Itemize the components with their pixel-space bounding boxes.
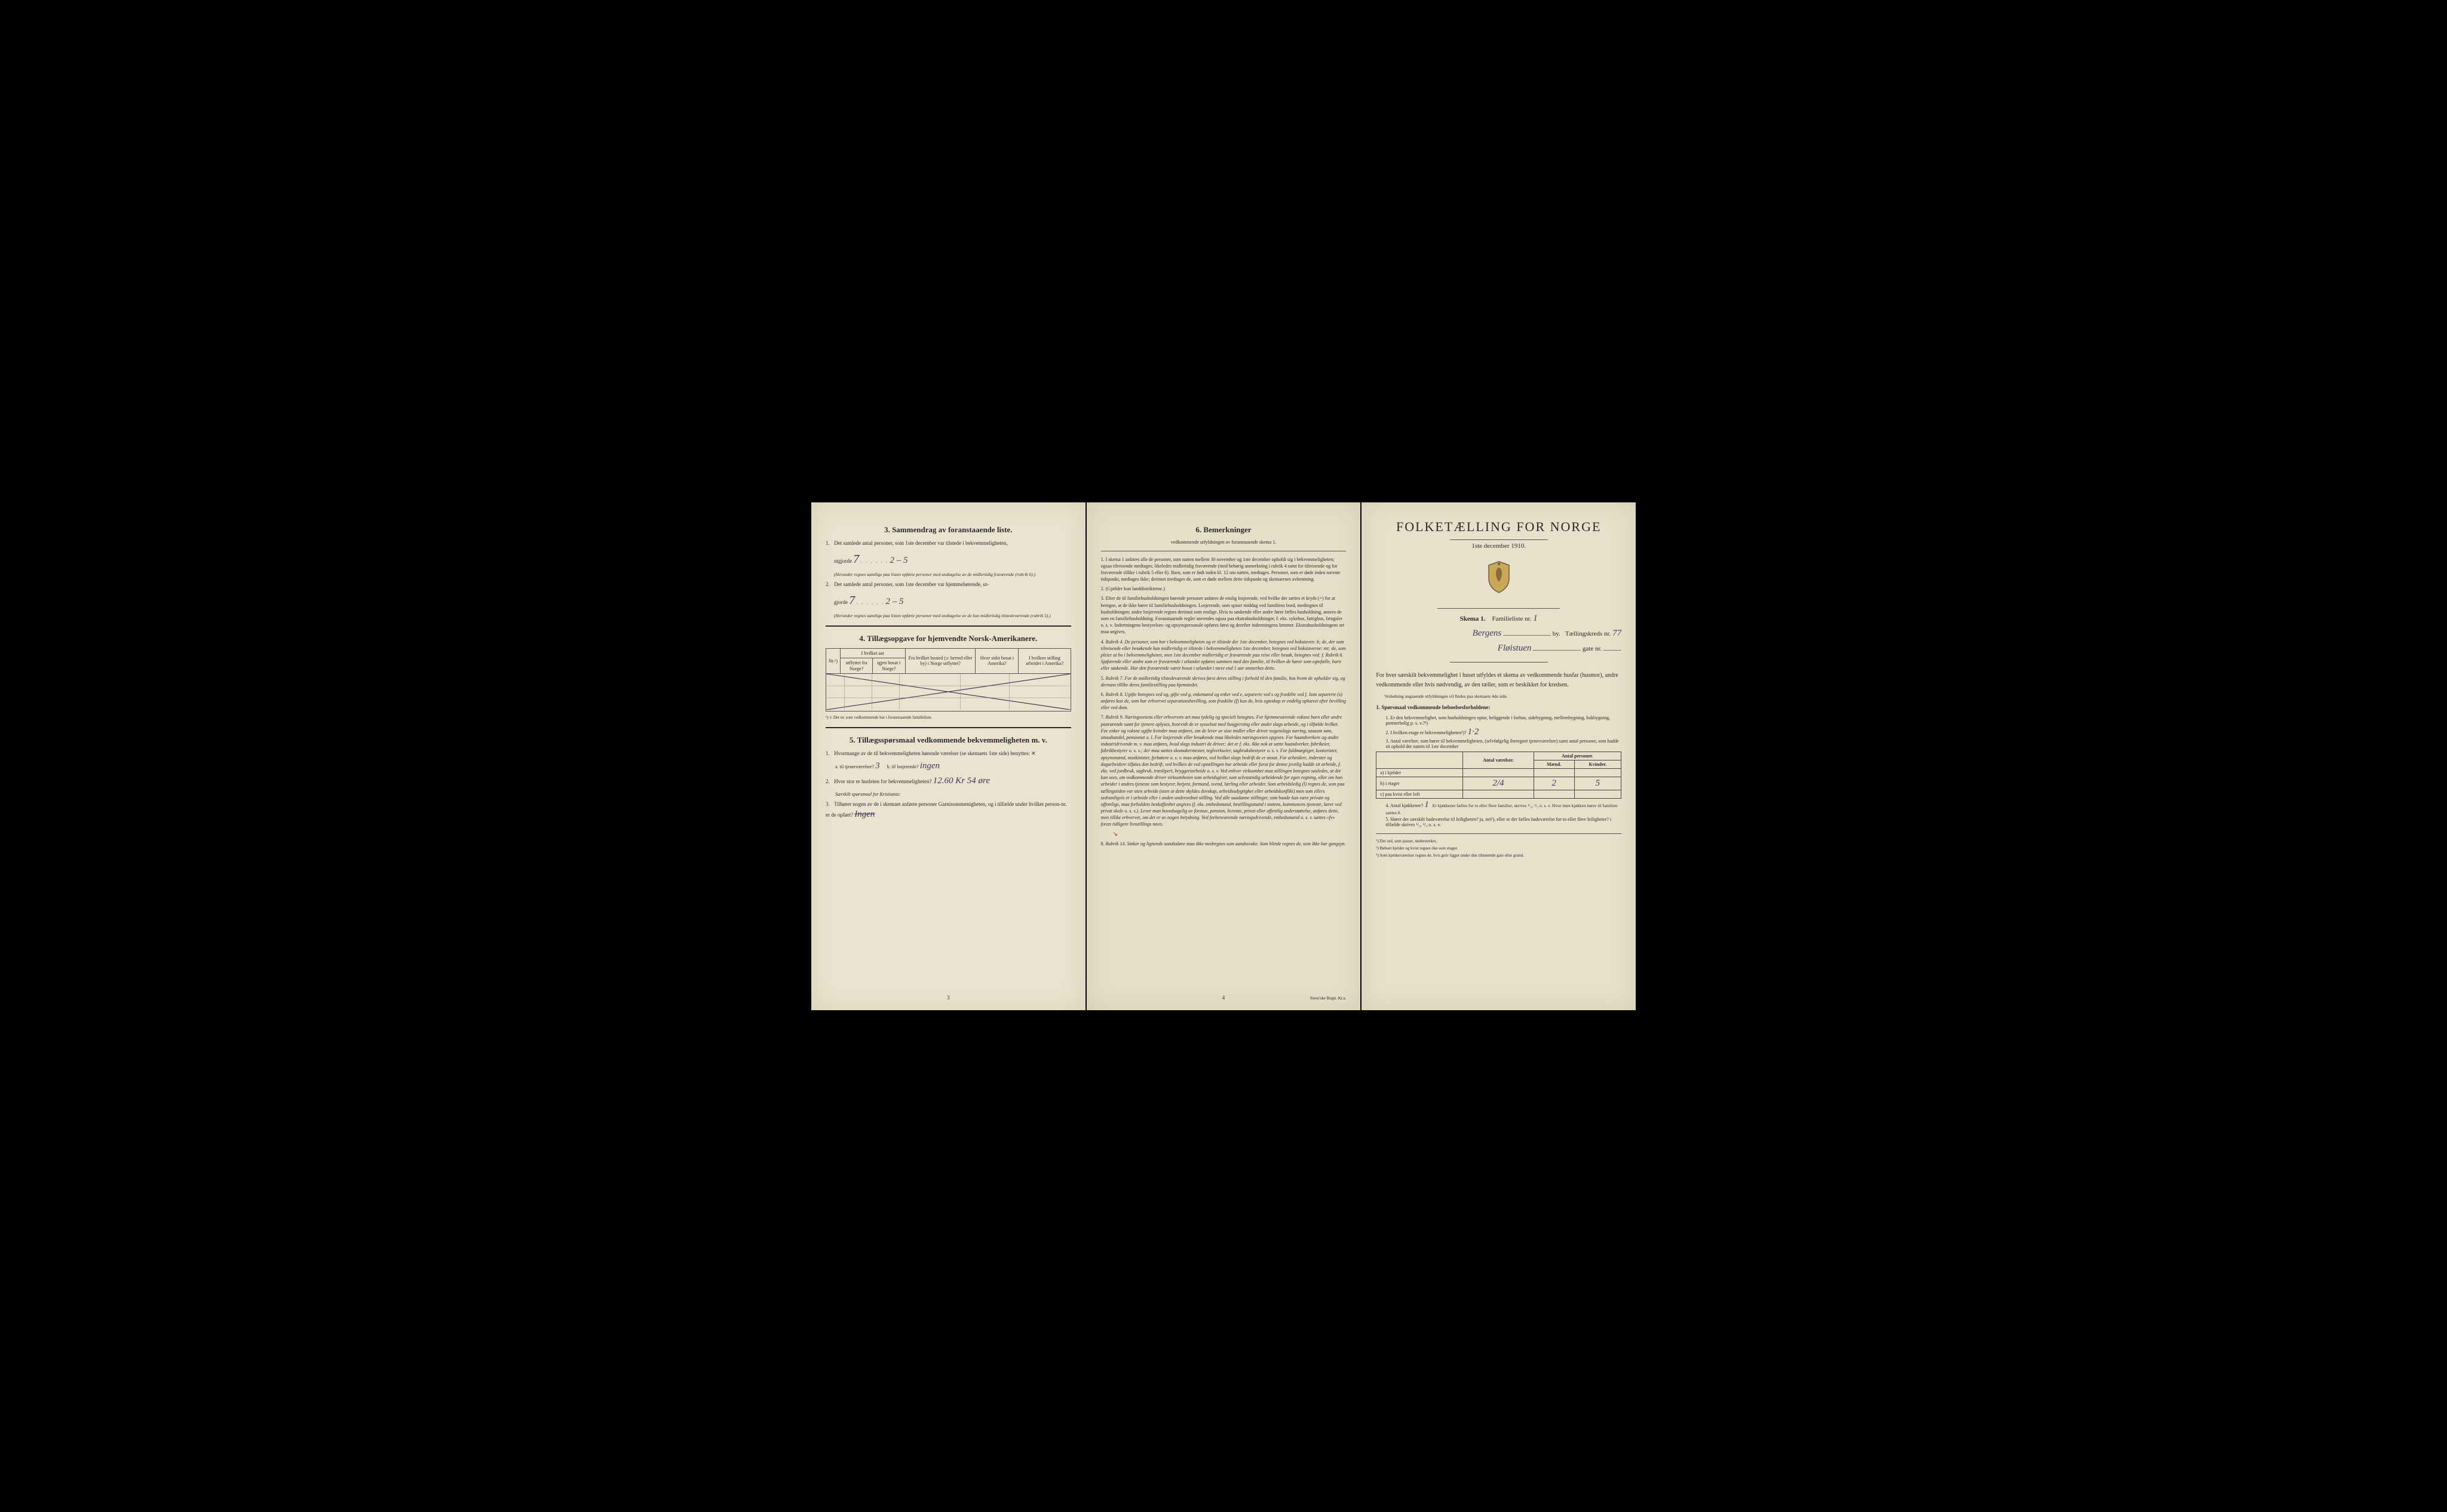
table-norsk-amerikanere: Nr.¹) I hvilket aar Fra hvilket bosted (… <box>826 648 1071 712</box>
page-number: 3 <box>947 995 950 1001</box>
item-3-2: 2. Det samlede antal personer, som 1ste … <box>826 581 1071 588</box>
census-document: 3. Sammendrag av foranstaaende liste. 1.… <box>811 502 1636 1010</box>
printer-credit: Steen'ske Bogtr. Kr.a. <box>1310 996 1347 1001</box>
q1-3: 3. Antal værelser, som hører til bekvemm… <box>1376 738 1621 749</box>
hw-etage: 1·2 <box>1468 727 1479 737</box>
page-3: 3. Sammendrag av foranstaaende liste. 1.… <box>811 502 1085 1010</box>
page-4: 6. Bemerkninger vedkommende utfyldningen… <box>1087 502 1361 1010</box>
hw-losjerende: ingen <box>920 761 940 771</box>
remark-1: 1. I skema 1 anføres alle de personer, s… <box>1101 556 1347 583</box>
hw-kreds-nr: 77 <box>1612 628 1621 638</box>
intro-note: Veiledning angaaende utfyldningen vil fi… <box>1376 694 1621 699</box>
gate-line: Fløistuen gate nr. <box>1376 643 1621 654</box>
hw-maend: 2 <box>1551 778 1556 788</box>
intro-text: For hver særskilt bekvemmelighet i huset… <box>1376 671 1621 690</box>
by-line: Bergens by. Tællingskreds nr. 77 <box>1376 628 1621 639</box>
skema-line: Skema 1. Familieliste nr. 1 <box>1376 614 1621 624</box>
red-mark-icon: ↘ <box>1101 831 1347 838</box>
hw-husleie: 12.60 Kr 54 øre <box>933 776 990 786</box>
q-5-2: 2. Hvor stor er husleien for bekvemmelig… <box>826 775 1071 788</box>
hw-total-present-2: 2 – 5 <box>890 556 908 565</box>
table-row: a) i kjelder <box>1376 768 1621 777</box>
section-6-sub: vedkommende utfyldningen av foranstaaend… <box>1101 539 1347 545</box>
page-1-cover: FOLKETÆLLING FOR NORGE 1ste december 191… <box>1362 502 1636 1010</box>
table-row: c) paa kvist eller loft <box>1376 790 1621 798</box>
hw-kvinder: 5 <box>1596 778 1600 788</box>
section-4-title: 4. Tillægsopgave for hjemvendte Norsk-Am… <box>826 634 1071 643</box>
footnote-2: ²) Beboet kjelder og kvist regnes óke so… <box>1376 846 1621 851</box>
table-4-footnote: ¹) ɔ: Det nr. som vedkommende har i fora… <box>826 715 1071 720</box>
section-3-title: 3. Sammendrag av foranstaaende liste. <box>826 525 1071 535</box>
item-3-2-paren: (Herunder regnes samtlige paa listen opf… <box>826 613 1071 618</box>
coat-of-arms-icon <box>1376 560 1621 600</box>
hw-total-present-1: 7 <box>853 553 859 566</box>
hw-garnison: Ingen <box>854 809 875 819</box>
rooms-persons-table: Antal værelser. Antal personer. Mænd. Kv… <box>1376 752 1621 799</box>
page-number: 4 <box>1222 995 1225 1001</box>
hw-vaerelser: 2/4 <box>1492 778 1504 788</box>
item-3-2-answer: gjorde 7 . . . . . . 2 – 5 <box>826 592 1071 609</box>
remark-2: 2. (Gjælder kun landdistrikterne.) <box>1101 585 1347 592</box>
item-3-1-answer: utgjorde 7 . . . . . . 2 – 5 <box>826 551 1071 568</box>
section-6-title: 6. Bemerkninger <box>1101 525 1347 535</box>
remark-8: 8. Rubrik 14. Sinker og lignende aandssl… <box>1101 841 1347 847</box>
census-date: 1ste december 1910. <box>1376 542 1621 550</box>
item-3-1-paren: (Herunder regnes samtlige paa listen opf… <box>826 572 1071 577</box>
footnote-1: ¹) Det ord, som passer, understrekes. <box>1376 839 1621 844</box>
remark-4: 4. Rubrik 4. De personer, som bor i bekv… <box>1101 639 1347 672</box>
q1-4: 4. Antal kjøkkener? 1 Er kjøkkenet fælle… <box>1376 800 1621 815</box>
item-3-1: 1. Det samlede antal personer, som 1ste … <box>826 539 1071 547</box>
q-5-1: 1. Hvormange av de til bekvemmeligheten … <box>826 750 1071 757</box>
remark-6: 6. Rubrik 8. Ugifte betegnes ved ug, gif… <box>1101 691 1347 711</box>
hw-total-home-2: 2 – 5 <box>886 597 904 606</box>
hw-by: Bergens <box>1473 628 1502 638</box>
hw-tjenervaerelser: 3 <box>875 761 880 771</box>
hw-familieliste-nr: 1 <box>1533 614 1538 623</box>
divider <box>826 727 1071 728</box>
table-row: b) i etager 2/4 2 5 <box>1376 777 1621 790</box>
q1-2: 2. I hvilken etage er bekvemmeligheten²)… <box>1376 727 1621 737</box>
remark-5: 5. Rubrik 7. For de midlertidig tilstede… <box>1101 675 1347 688</box>
remark-3: 3. Efter de til familiehusholdningen hør… <box>1101 595 1347 635</box>
q1-5: 5. Hører der særskilt badeværelse til le… <box>1376 817 1621 827</box>
hw-kjokkener: 1 <box>1424 800 1429 809</box>
crossed-out-icon <box>826 674 1071 710</box>
footnote-3: ³) Som kjelderværelser regnes de, hvis g… <box>1376 853 1621 858</box>
q-5-1a: a. til tjenerværelser? 3 b. til losjeren… <box>826 761 1071 771</box>
main-title: FOLKETÆLLING FOR NORGE <box>1376 519 1621 535</box>
hw-gate: Fløistuen <box>1498 643 1532 653</box>
remark-7: 7. Rubrik 9. Næringsveiens eller erhverv… <box>1101 714 1347 827</box>
q1-1: 1. Er den bekvemmelighet, som husholdnin… <box>1376 715 1621 726</box>
q1-title: 1. Spørsmaal vedkommende beboelsesforhol… <box>1376 704 1621 711</box>
hw-total-home-1: 7 <box>849 594 855 607</box>
divider <box>826 625 1071 627</box>
q-5-3: 3. Tilhører nogen av de i skemaet anført… <box>826 801 1071 821</box>
section-5-title: 5. Tillægsspørsmaal vedkommende bekvemme… <box>826 735 1071 745</box>
q-5-2-note: Særskilt spørsmaal for Kristiania: <box>826 792 1071 797</box>
